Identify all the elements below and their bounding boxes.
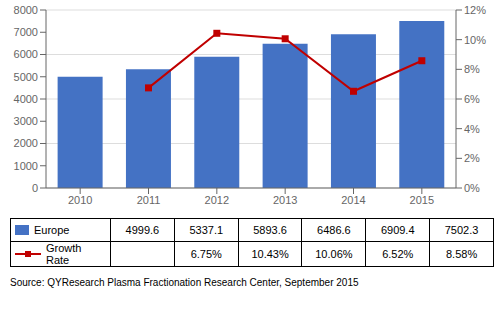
html-text:6.75%: 6.75%	[190, 248, 222, 260]
html-text:4999.6: 4999.6	[125, 224, 160, 236]
svg-text:2010: 2010	[68, 194, 92, 206]
svg-text:1000: 1000	[14, 160, 38, 172]
html-text:8.58%: 8.58%	[446, 248, 478, 260]
html-text:6486.6: 6486.6	[317, 224, 351, 236]
html-text:Growth Rate: Growth Rate	[46, 242, 82, 266]
svg-text:2015: 2015	[410, 194, 434, 206]
svg-text:8000: 8000	[14, 4, 38, 16]
html-text:7502.3: 7502.3	[444, 224, 479, 236]
html-text:5337.1: 5337.1	[189, 224, 224, 236]
html-text:6909.4: 6909.4	[380, 224, 415, 236]
html-text:5893.6: 5893.6	[253, 224, 287, 236]
svg-text:12%: 12%	[464, 4, 486, 16]
svg-text:2014: 2014	[341, 194, 365, 206]
svg-text:2011: 2011	[137, 194, 161, 206]
html-text:Europe: Europe	[34, 224, 70, 236]
svg-text:2%: 2%	[464, 152, 480, 164]
svg-text:0%: 0%	[464, 182, 480, 194]
html-text:Source: QYResearch Plasma Frac: Source: QYResearch Plasma Fractionation …	[10, 277, 359, 288]
svg-text:4000: 4000	[14, 93, 38, 105]
svg-text:6000: 6000	[14, 48, 38, 60]
html-text:6.52%: 6.52%	[382, 248, 414, 260]
svg-text:8%: 8%	[464, 63, 480, 75]
svg-text:0: 0	[32, 182, 38, 194]
svg-text:3000: 3000	[14, 115, 38, 127]
svg-text:4%: 4%	[464, 123, 480, 135]
svg-text:7000: 7000	[14, 26, 38, 38]
svg-text:6%: 6%	[464, 93, 480, 105]
html-text:10.06%: 10.06%	[315, 248, 353, 260]
svg-text:10%: 10%	[464, 34, 486, 46]
svg-text:2000: 2000	[14, 137, 38, 149]
svg-text:5000: 5000	[14, 71, 38, 83]
html-text:10.43%: 10.43%	[251, 248, 289, 260]
svg-text:2012: 2012	[205, 194, 229, 206]
svg-text:2013: 2013	[273, 194, 297, 206]
